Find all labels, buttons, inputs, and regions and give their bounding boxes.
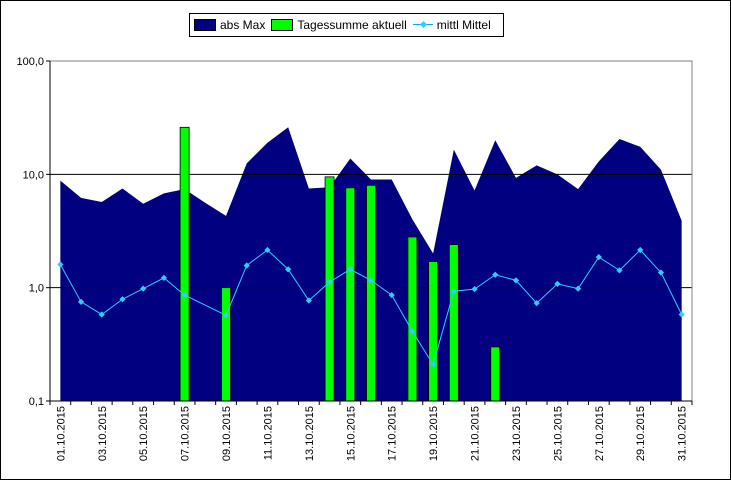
point-mittl-mittel — [471, 286, 478, 293]
legend-item-tagessumme: Tagessumme aktuell — [271, 18, 407, 32]
y-tick-label: 10,0 — [23, 169, 44, 181]
y-tick-label: 100,0 — [16, 56, 44, 68]
x-tick-label: 09.10.2015 — [221, 406, 233, 461]
legend-item-mittl-mittel: mittl Mittel — [412, 18, 491, 32]
point-mittl-mittel — [492, 271, 499, 278]
tagessumme-swatch — [271, 19, 294, 31]
bar-tagessumme — [324, 176, 335, 402]
bar-tagessumme — [490, 346, 501, 402]
point-mittl-mittel — [409, 328, 416, 335]
point-mittl-mittel — [512, 277, 520, 284]
bar-tagessumme — [407, 236, 418, 402]
x-tick-label: 13.10.2015 — [304, 406, 316, 461]
point-mittl-mittel — [533, 300, 540, 307]
point-mittl-mittel — [347, 266, 354, 273]
legend: abs Max Tagessumme aktuell mittl Mittel — [189, 13, 504, 37]
y-tick-label: 1,0 — [29, 283, 44, 295]
x-tick-label: 01.10.2015 — [55, 406, 67, 461]
point-mittl-mittel — [305, 297, 312, 304]
x-tick-label: 05.10.2015 — [138, 406, 150, 461]
legend-label-tagessumme: Tagessumme aktuell — [297, 18, 407, 32]
point-mittl-mittel — [285, 266, 292, 273]
line-mittl-mittel — [59, 249, 683, 366]
x-tick-label: 11.10.2015 — [262, 406, 274, 460]
bar-tagessumme — [179, 126, 190, 402]
y-tick-label: 0,1 — [29, 396, 44, 408]
legend-label-mittl-mittel: mittl Mittel — [436, 18, 491, 32]
point-mittl-mittel — [554, 280, 561, 287]
point-mittl-mittel — [574, 285, 582, 292]
mittl-mittel-line-icon — [412, 20, 433, 30]
x-tick-label: 23.10.2015 — [511, 406, 523, 461]
x-tick-label: 15.10.2015 — [345, 406, 357, 461]
x-tick-label: 17.10.2015 — [387, 406, 399, 461]
x-tick-label: 19.10.2015 — [428, 406, 440, 461]
bar-tagessumme — [448, 244, 459, 402]
point-mittl-mittel — [678, 311, 685, 318]
point-mittl-mittel — [595, 254, 602, 261]
point-mittl-mittel — [326, 278, 333, 286]
bar-tagessumme — [221, 287, 231, 402]
abs-max-swatch — [194, 19, 216, 31]
legend-item-abs-max: abs Max — [194, 18, 265, 32]
bar-tagessumme — [366, 184, 376, 402]
bar-tagessumme — [428, 261, 439, 402]
x-tick-label: 29.10.2015 — [635, 406, 647, 461]
bar-tagessumme — [345, 187, 356, 402]
x-tick-label: 27.10.2015 — [594, 406, 606, 461]
point-mittl-mittel — [430, 361, 437, 368]
point-mittl-mittel — [450, 288, 457, 295]
point-mittl-mittel — [367, 277, 375, 284]
point-mittl-mittel — [388, 291, 395, 299]
x-tick-label: 21.10.2015 — [470, 406, 482, 461]
x-tick-label: 07.10.2015 — [180, 406, 192, 461]
x-tick-label: 03.10.2015 — [97, 406, 109, 461]
legend-label-abs-max: abs Max — [220, 18, 266, 32]
x-tick-label: 31.10.2015 — [677, 406, 689, 461]
x-tick-label: 25.10.2015 — [552, 406, 564, 461]
